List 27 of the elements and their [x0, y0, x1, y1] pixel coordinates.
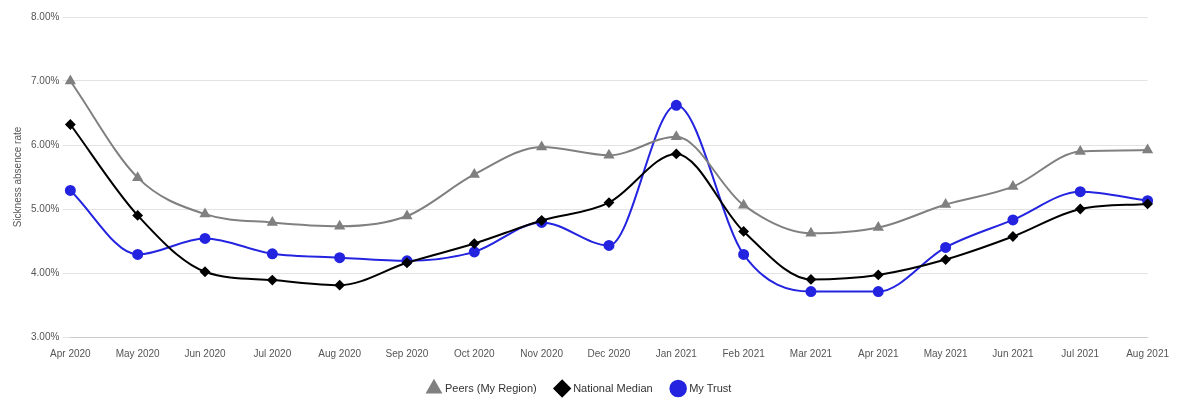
- x-tick-label: Nov 2020: [520, 347, 564, 359]
- x-tick-label: Aug 2021: [1126, 347, 1170, 359]
- x-tick-label: May 2020: [115, 347, 161, 359]
- x-tick-label: Apr 2020: [50, 347, 92, 359]
- x-tick-label: May 2021: [923, 347, 968, 359]
- x-tick-label: Feb 2021: [722, 347, 766, 359]
- y-tick-label: 8.00%: [31, 10, 60, 22]
- y-tick-label: 5.00%: [31, 202, 60, 214]
- y-tick-label: 6.00%: [31, 138, 60, 150]
- x-tick-label: Sep 2020: [385, 347, 429, 359]
- y-tick-label: 4.00%: [31, 266, 60, 278]
- legend-label: Peers (My Region): [444, 381, 537, 394]
- x-tick-label: Apr 2021: [857, 347, 900, 359]
- x-tick-label: Oct 2020: [454, 347, 496, 359]
- x-tick-label: Mar 2021: [789, 347, 833, 359]
- x-tick-label: Aug 2020: [318, 347, 362, 359]
- x-tick-label: Jun 2021: [992, 347, 1034, 359]
- x-tick-label: Dec 2020: [587, 347, 631, 359]
- legend-label: My Trust: [689, 381, 732, 394]
- y-tick-label: 7.00%: [31, 74, 60, 86]
- legend-label: National Median: [573, 381, 653, 394]
- y-tick-label: 3.00%: [31, 330, 60, 342]
- x-tick-label: Jan 2021: [655, 347, 698, 359]
- y-axis-title: Sickness absence rate: [11, 126, 23, 228]
- x-tick-label: Jun 2020: [184, 347, 227, 359]
- x-tick-label: Jul 2021: [1061, 347, 1100, 359]
- x-tick-label: Jul 2020: [253, 347, 292, 359]
